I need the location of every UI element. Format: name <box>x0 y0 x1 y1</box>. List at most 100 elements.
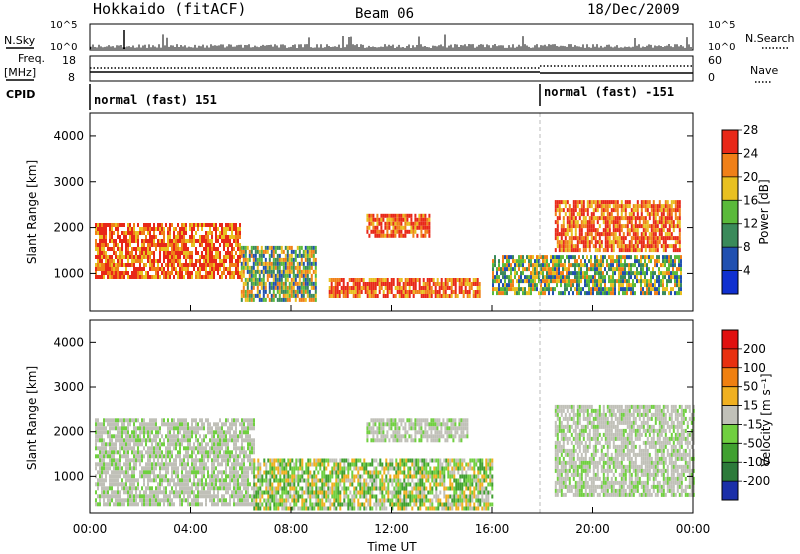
heatmap-cell <box>626 232 629 237</box>
heatmap-cell <box>574 216 577 221</box>
heatmap-cell <box>524 291 526 296</box>
heatmap-cell <box>177 450 179 455</box>
heatmap-cell <box>244 289 247 294</box>
heatmap-cell <box>630 287 632 292</box>
heatmap-cell <box>630 283 632 288</box>
heatmap-cell <box>566 220 569 225</box>
heatmap-cell <box>223 267 225 271</box>
heatmap-cell <box>189 434 191 439</box>
heatmap-cell <box>205 442 207 447</box>
heatmap-cell <box>632 204 635 209</box>
heatmap-cell <box>231 422 233 427</box>
heatmap-cell <box>121 243 123 247</box>
heatmap-cell <box>566 248 569 253</box>
heatmap-cell <box>564 259 566 264</box>
heatmap-cell <box>310 249 313 254</box>
heatmap-cell <box>277 490 280 495</box>
heatmap-cell <box>340 286 343 290</box>
heatmap-cell <box>462 278 465 282</box>
heatmap-cell <box>314 277 317 282</box>
heatmap-cell <box>410 213 413 218</box>
heatmap-cell <box>444 290 447 294</box>
heatmap-cell <box>240 261 243 266</box>
heatmap-cell <box>159 474 161 479</box>
heatmap-cell <box>147 251 149 255</box>
heatmap-cell <box>530 259 532 264</box>
heatmap-cell <box>95 227 97 231</box>
heatmap-cell <box>135 478 137 483</box>
heatmap-cell <box>111 426 113 431</box>
heatmap-cell <box>630 228 633 233</box>
heatmap-cell <box>159 478 161 483</box>
heatmap-cell <box>258 253 261 258</box>
heatmap-cell <box>109 247 111 251</box>
heatmap-cell <box>660 283 662 288</box>
heatmap-cell <box>622 236 625 241</box>
heatmap-cell <box>336 290 339 294</box>
heatmap-cell <box>274 249 277 254</box>
heatmap-cell <box>344 294 347 298</box>
heatmap-cell <box>139 490 141 495</box>
heatmap-cell <box>574 244 577 249</box>
heatmap-cell <box>286 265 289 270</box>
heatmap-cell <box>219 486 221 491</box>
heatmap-cell <box>384 282 387 286</box>
heatmap-cell <box>594 244 597 249</box>
heatmap-cell <box>97 446 99 451</box>
heatmap-cell <box>508 283 510 288</box>
heatmap-cell <box>562 228 565 233</box>
heatmap-cell <box>143 490 145 495</box>
heatmap-cell <box>243 422 245 427</box>
heatmap-cell <box>264 249 267 254</box>
heatmap-cell <box>253 442 255 447</box>
heatmap-cell <box>642 224 645 229</box>
heatmap-cell <box>129 466 131 471</box>
heatmap-cell <box>564 279 566 284</box>
heatmap-cell <box>542 255 544 260</box>
heatmap-cell <box>666 220 669 225</box>
heatmap-cell <box>400 294 403 298</box>
power-y-axis-label: Slant Range [km] <box>25 160 39 264</box>
heatmap-cell <box>155 267 157 271</box>
heatmap-cell <box>258 261 261 266</box>
heatmap-cell <box>191 490 193 495</box>
heatmap-cell <box>111 255 113 259</box>
heatmap-cell <box>564 291 566 296</box>
heatmap-cell <box>602 212 605 217</box>
heatmap-cell <box>261 482 264 487</box>
heatmap-cell <box>396 290 399 294</box>
heatmap-cell <box>121 486 123 491</box>
heatmap-cell <box>652 248 655 253</box>
heatmap-cell <box>95 466 97 471</box>
heatmap-cell <box>598 263 600 268</box>
heatmap-cell <box>608 263 610 268</box>
heatmap-cell <box>612 216 615 221</box>
heatmap-cell <box>109 454 111 459</box>
heatmap-cell <box>217 446 219 451</box>
heatmap-cell <box>127 466 129 471</box>
heatmap-cell <box>199 434 201 439</box>
heatmap-cell <box>570 236 573 241</box>
heatmap-cell <box>207 490 209 495</box>
heatmap-cell <box>342 278 345 282</box>
heatmap-cell <box>111 271 113 275</box>
heatmap-cell <box>590 255 592 260</box>
heatmap-cell <box>179 490 181 495</box>
heatmap-cell <box>608 287 610 292</box>
heatmap-cell <box>121 231 123 235</box>
heatmap-cell <box>582 240 585 245</box>
heatmap-cell <box>227 223 229 227</box>
heatmap-cell <box>636 204 639 209</box>
heatmap-cell <box>235 267 237 271</box>
heatmap-cell <box>658 204 661 209</box>
heatmap-cell <box>664 204 667 209</box>
heatmap-cell <box>534 279 536 284</box>
heatmap-cell <box>614 271 616 276</box>
heatmap-cell <box>406 221 409 226</box>
heatmap-cell <box>460 286 463 290</box>
heatmap-cell <box>590 263 592 268</box>
heatmap-cell <box>600 271 602 276</box>
heatmap-cell <box>570 283 572 288</box>
heatmap-cell <box>664 259 666 264</box>
heatmap-cell <box>418 217 421 222</box>
